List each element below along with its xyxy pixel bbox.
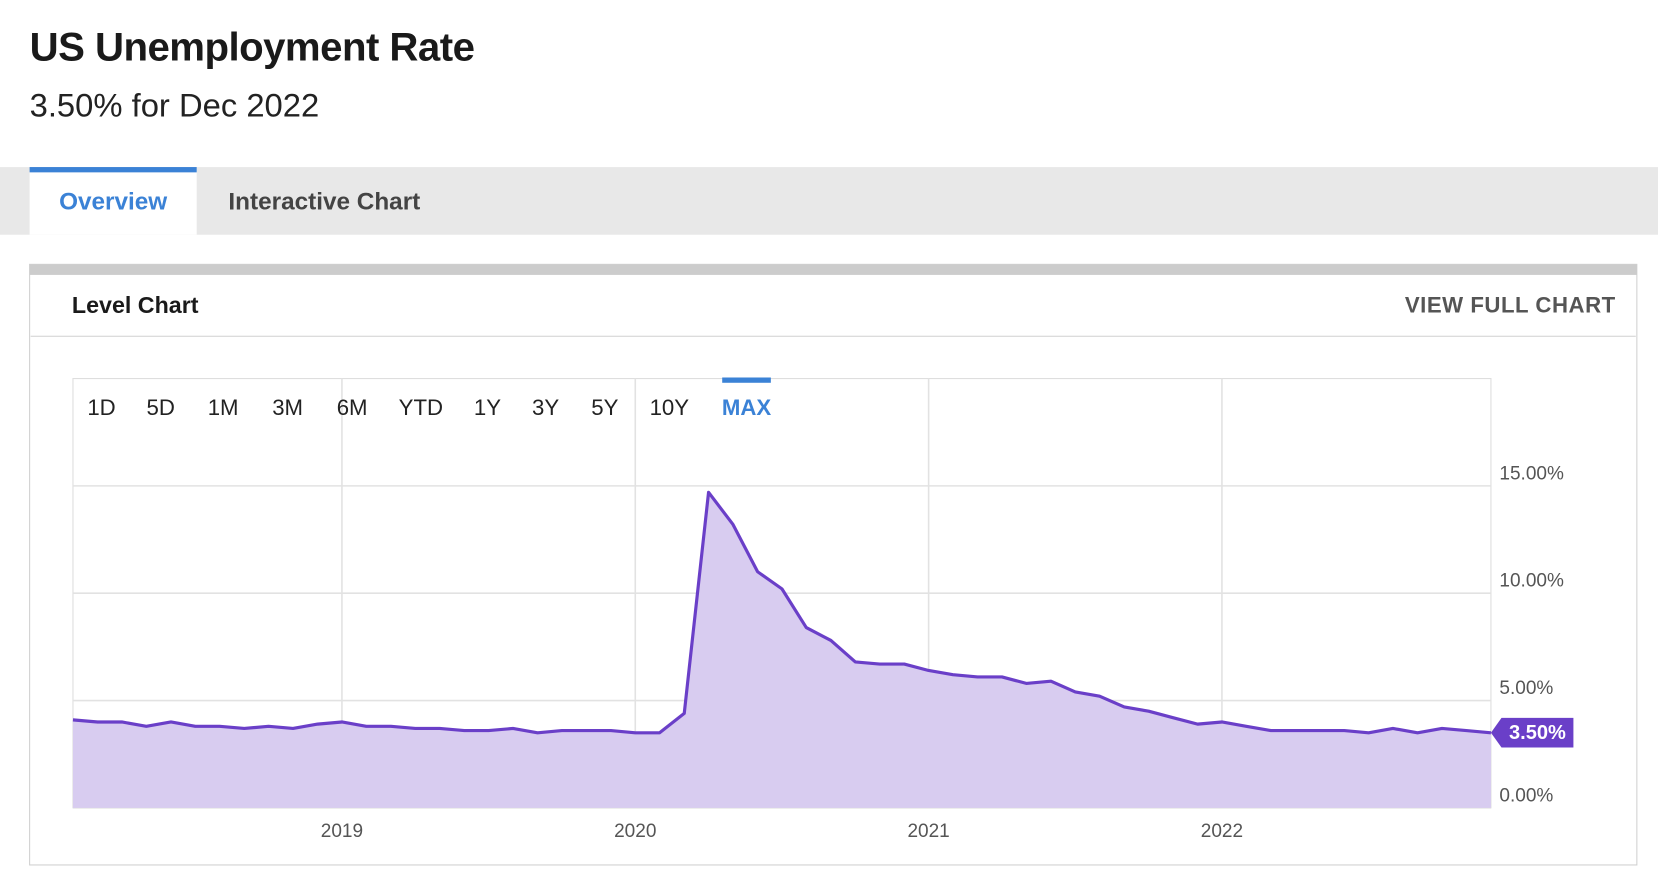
range-button[interactable]: 3Y xyxy=(532,395,559,420)
range-button[interactable]: 5D xyxy=(147,395,175,420)
y-tick-label: 0.00% xyxy=(1499,785,1553,806)
y-tick-label: 15.00% xyxy=(1499,463,1564,484)
y-tick-label: 10.00% xyxy=(1499,571,1564,592)
range-button[interactable]: 10Y xyxy=(650,395,690,420)
card-top-bar xyxy=(29,264,1637,275)
line xyxy=(72,490,1492,735)
range-button[interactable]: 5Y xyxy=(591,395,618,420)
page-title: US Unemployment Rate xyxy=(30,24,475,69)
range-button[interactable]: 6M xyxy=(337,395,368,420)
tab[interactable]: Overview xyxy=(59,188,167,215)
x-tick-label: 2022 xyxy=(1201,821,1243,842)
value-badge xyxy=(1490,717,1574,748)
x-tick-label: 2020 xyxy=(614,821,656,842)
range-button[interactable]: 1M xyxy=(208,395,239,420)
value-label: 3.50% xyxy=(1509,722,1566,744)
tab-indicator xyxy=(29,167,197,173)
range-button[interactable]: 3M xyxy=(272,395,303,420)
tab-active-bg xyxy=(29,171,197,235)
range-indicator xyxy=(722,377,771,383)
x-tick-label: 2021 xyxy=(907,821,949,842)
x-tick-label: 2019 xyxy=(321,821,363,842)
range-button[interactable]: MAX xyxy=(722,395,772,420)
card-title: Level Chart xyxy=(72,292,199,318)
tab[interactable]: Interactive Chart xyxy=(228,188,420,215)
tab-bar xyxy=(0,167,1658,235)
range-button[interactable]: 1Y xyxy=(474,395,501,420)
page-subtitle: 3.50% for Dec 2022 xyxy=(30,87,320,124)
range-button[interactable]: 1D xyxy=(87,395,115,420)
y-tick-label: 5.00% xyxy=(1499,678,1553,699)
view-full-chart[interactable]: VIEW FULL CHART xyxy=(1405,293,1616,318)
range-button[interactable]: YTD xyxy=(399,395,443,420)
